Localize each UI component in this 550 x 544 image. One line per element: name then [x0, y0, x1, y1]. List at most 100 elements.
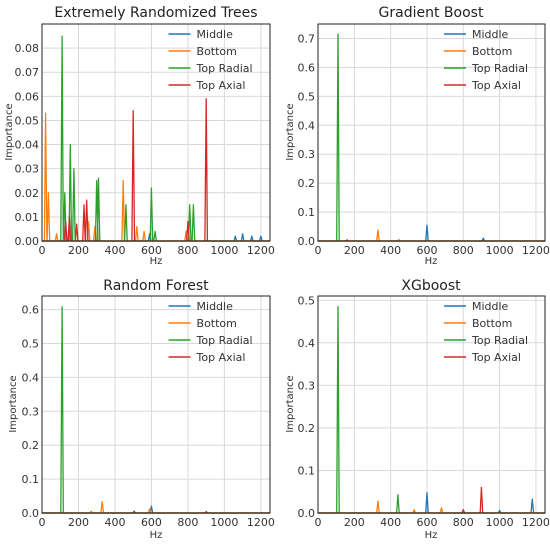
legend-label: Bottom: [472, 45, 512, 58]
legend-label: Bottom: [197, 45, 237, 58]
panel-xgboost: XGboost Hz Importance 0 200 400 600 800 1000 1…: [285, 278, 550, 541]
y-tick-label: 0.5: [298, 90, 316, 103]
legend-label: Bottom: [472, 317, 512, 330]
y-tick-label: 0.2: [22, 439, 40, 452]
x-tick-label: 1000: [486, 516, 514, 529]
x-axis-label: Hz: [150, 256, 163, 267]
x-tick-label: 0: [315, 244, 322, 257]
y-tick-label: 0.03: [15, 163, 40, 176]
x-tick-label: 1000: [486, 244, 514, 257]
legend-label: Middle: [197, 300, 234, 313]
x-tick-label: 1200: [247, 244, 275, 257]
x-tick-label: 0: [39, 244, 46, 257]
y-tick-label: 0.3: [298, 379, 316, 392]
series-line-middle: [318, 491, 545, 514]
x-tick-label: 1200: [522, 516, 550, 529]
legend-label: Top Axial: [471, 79, 521, 92]
series-line-bottom: [42, 112, 270, 242]
y-tick-label: 0.0: [22, 507, 40, 520]
x-tick-label: 1000: [210, 244, 238, 257]
legend: Middle Bottom Top Radial Top Axial: [443, 300, 528, 364]
x-tick-label: 0: [315, 516, 322, 529]
panel-random-forest: Random Forest Hz Importance 0 200 400 600 80…: [8, 278, 275, 541]
y-tick-label: 0.2: [298, 177, 316, 190]
series-line-top-axial: [318, 486, 545, 514]
x-tick-label: 200: [344, 516, 365, 529]
y-tick-label: 0.00: [15, 235, 40, 248]
x-tick-label: 800: [453, 244, 474, 257]
legend-label: Middle: [472, 28, 509, 41]
grid: [41, 24, 270, 242]
series-line-middle: [318, 224, 545, 242]
y-tick-label: 0.3: [22, 405, 40, 418]
y-tick-label: 0.0: [298, 235, 316, 248]
x-tick-label: 800: [177, 244, 198, 257]
y-axis-label: Importance: [285, 103, 296, 160]
y-tick-label: 0.5: [22, 337, 40, 350]
y-axis-label: Importance: [4, 103, 15, 160]
legend-label: Top Axial: [196, 79, 246, 92]
panel-title: Random Forest: [103, 278, 209, 294]
y-tick-label: 0.1: [298, 464, 316, 477]
x-tick-label: 400: [380, 244, 401, 257]
y-tick-label: 0.6: [298, 61, 316, 74]
y-axis-label: Importance: [285, 375, 296, 432]
plot-frame: [41, 295, 271, 514]
panel-title: Gradient Boost: [379, 5, 484, 21]
legend-label: Bottom: [197, 317, 237, 330]
grid: [317, 296, 545, 514]
x-tick-label: 400: [104, 516, 125, 529]
panel-extremely-randomized-trees: Extremely Randomized Trees Hz Importance…: [4, 5, 275, 267]
x-tick-label: 200: [68, 244, 89, 257]
plot-frame: [41, 23, 271, 242]
x-tick-label: 400: [104, 244, 125, 257]
x-tick-label: 600: [416, 516, 437, 529]
y-tick-label: 0.04: [15, 139, 40, 152]
y-tick-label: 0.6: [22, 304, 40, 317]
y-tick-label: 0.4: [298, 337, 316, 350]
y-tick-label: 0.2: [298, 422, 316, 435]
x-tick-label: 600: [141, 244, 162, 257]
y-tick-label: 0.1: [22, 473, 40, 486]
x-tick-label: 600: [141, 516, 162, 529]
panel-title: Extremely Randomized Trees: [54, 5, 257, 21]
panel-gradient-boost: Gradient Boost Hz Importance 0 200 400 600 8…: [285, 5, 550, 267]
legend-label: Top Radial: [196, 334, 253, 347]
legend-label: Top Axial: [471, 351, 521, 364]
legend: Middle Bottom Top Radial Top Axial: [443, 28, 528, 92]
series-line-bottom: [318, 229, 545, 242]
legend-label: Top Radial: [196, 62, 253, 75]
x-axis-label: Hz: [425, 256, 438, 267]
legend-label: Middle: [472, 300, 509, 313]
legend-label: Middle: [197, 28, 234, 41]
panel-title: XGboost: [401, 278, 461, 294]
x-tick-label: 1000: [210, 516, 238, 529]
y-tick-label: 0.1: [298, 206, 316, 219]
y-tick-label: 0.5: [298, 294, 316, 307]
y-tick-label: 0.4: [298, 119, 316, 132]
x-tick-label: 800: [177, 516, 198, 529]
x-tick-label: 1200: [247, 516, 275, 529]
series-line-middle: [42, 505, 270, 514]
x-tick-label: 400: [380, 516, 401, 529]
x-tick-label: 800: [453, 516, 474, 529]
y-tick-label: 0.05: [15, 114, 40, 127]
y-tick-label: 0.02: [15, 187, 40, 200]
x-tick-label: 1200: [522, 244, 550, 257]
y-tick-label: 0.06: [15, 90, 40, 103]
x-tick-label: 600: [416, 244, 437, 257]
series-line-bottom: [318, 500, 545, 514]
plot-frame: [317, 295, 546, 514]
legend-label: Top Radial: [471, 334, 528, 347]
legend-label: Top Axial: [196, 351, 246, 364]
y-tick-label: 0.07: [15, 66, 40, 79]
legend-label: Top Radial: [471, 62, 528, 75]
y-tick-label: 0.3: [298, 148, 316, 161]
series-line-bottom: [42, 501, 270, 514]
y-tick-label: 0.4: [22, 371, 40, 384]
x-axis-label: Hz: [150, 530, 163, 541]
plot-frame: [317, 23, 546, 242]
x-tick-label: 0: [39, 516, 46, 529]
x-axis-label: Hz: [425, 530, 438, 541]
